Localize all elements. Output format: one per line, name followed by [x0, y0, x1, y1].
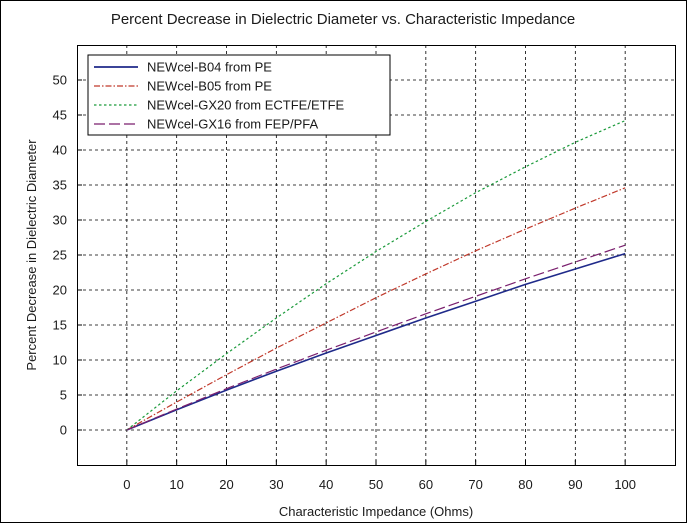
y-tick-label: 5 [60, 388, 67, 403]
y-tick-label: 35 [53, 178, 67, 193]
x-tick-label: 20 [219, 477, 233, 492]
x-tick-label: 50 [369, 477, 383, 492]
chart-title: Percent Decrease in Dielectric Diameter … [111, 11, 575, 28]
x-tick-label: 70 [468, 477, 482, 492]
x-tick-label: 90 [568, 477, 582, 492]
legend-label-2: NEWcel-B05 from PE [147, 79, 272, 94]
legend-label-1: NEWcel-B04 from PE [147, 60, 272, 75]
y-axis-label: Percent Decrease in Dielectric Diameter [24, 139, 39, 371]
legend: NEWcel-B04 from PE NEWcel-B05 from PE NEWc… [88, 55, 390, 135]
y-tick-label: 15 [53, 318, 67, 333]
x-tick-label: 60 [419, 477, 433, 492]
x-axis-label: Characteristic Impedance (Ohms) [279, 504, 473, 519]
legend-label-4: NEWcel-GX16 from FEP/PFA [147, 117, 319, 132]
y-tick-label: 30 [53, 213, 67, 228]
legend-label-3: NEWcel-GX20 from ECTFE/ETFE [147, 98, 345, 113]
x-tick-label: 40 [319, 477, 333, 492]
y-tick-label: 40 [53, 143, 67, 158]
x-tick-label: 10 [169, 477, 183, 492]
y-tick-label: 45 [53, 108, 67, 123]
y-tick-label: 50 [53, 73, 67, 88]
x-tick-label: 30 [269, 477, 283, 492]
x-tick-label: 0 [123, 477, 130, 492]
y-tick-label: 10 [53, 353, 67, 368]
y-tick-label: 0 [60, 423, 67, 438]
y-tick-label: 25 [53, 248, 67, 263]
x-tick-label: 80 [518, 477, 532, 492]
x-tick-label: 100 [614, 477, 636, 492]
series-line-4 [127, 245, 625, 430]
y-tick-label: 20 [53, 283, 67, 298]
